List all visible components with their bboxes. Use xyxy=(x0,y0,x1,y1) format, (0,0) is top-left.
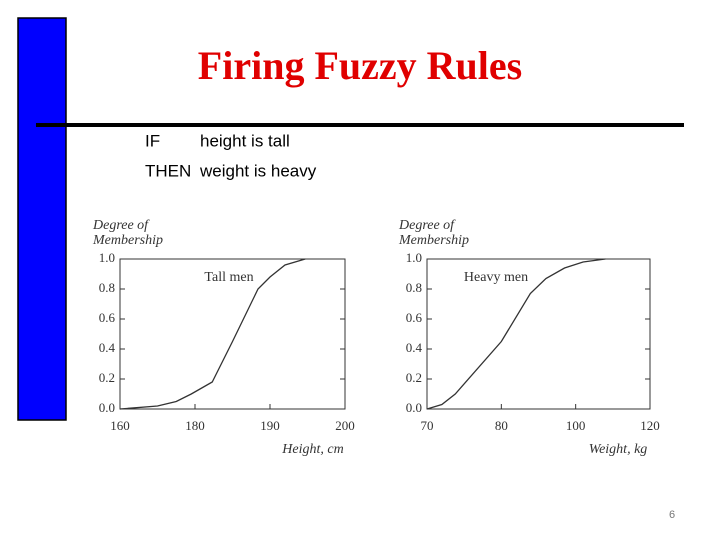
annotation: Heavy men xyxy=(464,270,528,285)
y-tick-label: 0.2 xyxy=(406,370,422,385)
plot-frame xyxy=(119,258,346,410)
y-tick-label: 0.6 xyxy=(406,310,423,325)
page-number: 6 xyxy=(669,509,675,521)
membership-curve xyxy=(426,258,606,410)
rule-keyword: IF xyxy=(145,131,160,150)
side-bar xyxy=(17,17,67,421)
rule-keyword: THEN xyxy=(145,161,191,180)
y-tick-label: 1.0 xyxy=(406,250,422,265)
y-tick-label: 0.2 xyxy=(99,370,115,385)
x-tick-label: 200 xyxy=(335,418,355,433)
y-axis-label: Membership xyxy=(92,233,163,248)
plot-frame xyxy=(426,258,651,410)
y-tick-label: 1.0 xyxy=(99,250,115,265)
slide-title: Firing Fuzzy Rules xyxy=(198,43,522,88)
rule-text: weight is heavy xyxy=(199,161,317,180)
y-axis-label: Degree of xyxy=(92,218,150,233)
x-tick-label: 100 xyxy=(566,418,586,433)
membership-curve xyxy=(119,258,306,410)
y-tick-label: 0.8 xyxy=(99,280,115,295)
x-tick-label: 180 xyxy=(185,418,205,433)
y-tick-label: 0.6 xyxy=(99,310,116,325)
y-tick-label: 0.4 xyxy=(406,340,423,355)
x-axis-label: Weight, kg xyxy=(589,442,648,457)
x-tick-label: 190 xyxy=(260,418,280,433)
x-tick-label: 70 xyxy=(421,418,434,433)
x-tick-label: 160 xyxy=(110,418,130,433)
x-axis-label: Height, cm xyxy=(281,442,343,457)
rule-text: height is tall xyxy=(200,131,290,150)
y-tick-label: 0.0 xyxy=(99,400,115,415)
annotation: Tall men xyxy=(204,270,253,285)
y-axis-label: Membership xyxy=(398,233,469,248)
y-tick-label: 0.4 xyxy=(99,340,116,355)
y-axis-label: Degree of xyxy=(398,218,456,233)
y-tick-label: 0.8 xyxy=(406,280,422,295)
x-tick-label: 80 xyxy=(495,418,508,433)
x-tick-label: 120 xyxy=(640,418,660,433)
y-tick-label: 0.0 xyxy=(406,400,422,415)
